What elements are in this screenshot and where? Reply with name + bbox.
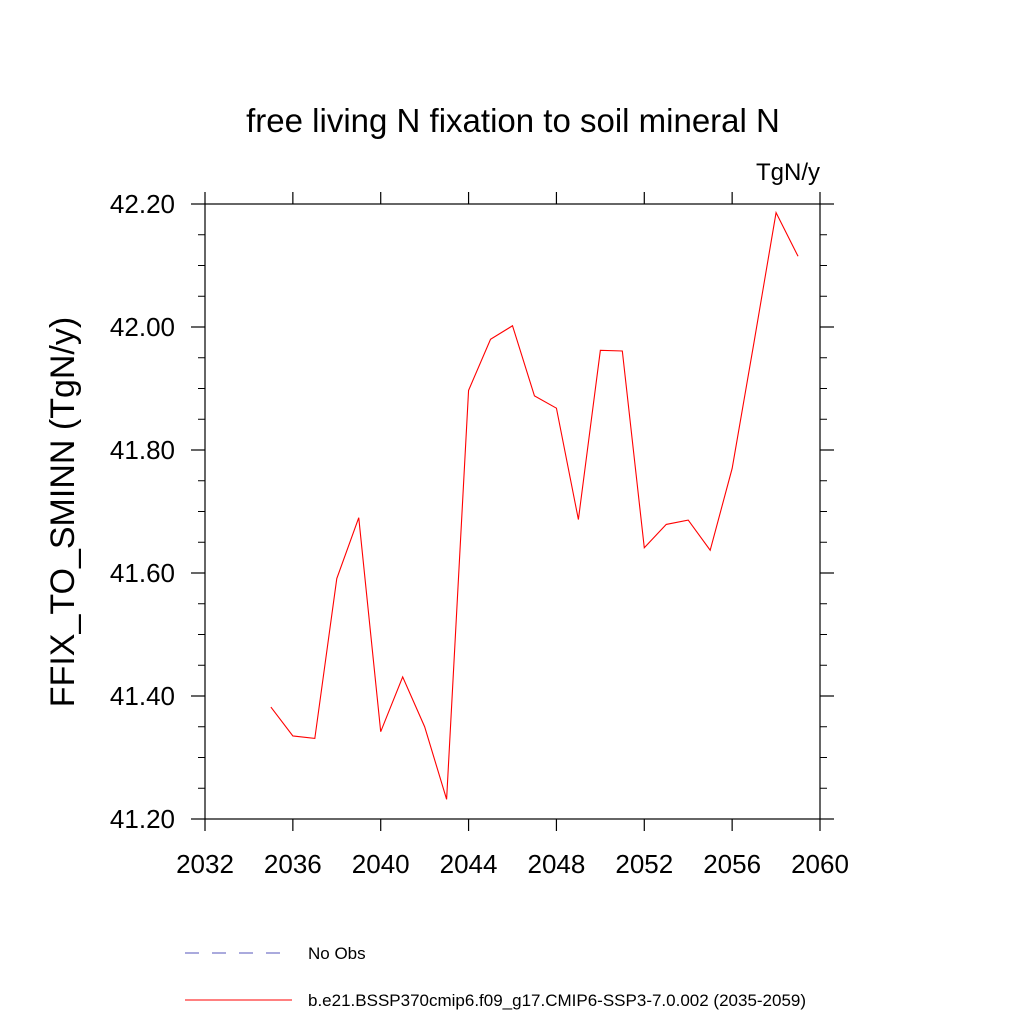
y-tick-label: 41.60 <box>110 558 175 588</box>
x-tick-label: 2032 <box>176 849 234 879</box>
x-tick-label: 2052 <box>615 849 673 879</box>
y-tick-label: 41.20 <box>110 804 175 834</box>
y-tick-label: 41.40 <box>110 681 175 711</box>
y-axis-label: FFIX_TO_SMINN (TgN/y) <box>44 317 82 707</box>
series-line <box>270 210 799 800</box>
x-tick-label: 2036 <box>264 849 322 879</box>
x-tick-labels: 2032 2036 2040 2044 2048 2052 2056 2060 <box>176 849 849 879</box>
units-label: TgN/y <box>756 159 820 186</box>
y-tick-label: 42.20 <box>110 189 175 219</box>
plot-frame <box>204 203 821 820</box>
x-tick-label: 2060 <box>791 849 849 879</box>
y-tick-label: 42.00 <box>110 312 175 342</box>
legend-label-series: b.e21.BSSP370cmip6.f09_g17.CMIP6-SSP3-7.… <box>308 991 806 1010</box>
chart-title: free living N fixation to soil mineral N <box>246 102 780 139</box>
legend: No Obs b.e21.BSSP370cmip6.f09_g17.CMIP6-… <box>185 944 806 1010</box>
series-group <box>270 210 799 800</box>
y-tick-labels: 41.20 41.40 41.60 41.80 42.00 42.20 <box>110 189 175 834</box>
axis-ticks <box>191 192 834 831</box>
y-tick-label: 41.80 <box>110 435 175 465</box>
legend-label-no-obs: No Obs <box>308 944 366 963</box>
x-tick-label: 2056 <box>703 849 761 879</box>
x-tick-label: 2044 <box>440 849 498 879</box>
x-tick-label: 2040 <box>352 849 410 879</box>
x-tick-label: 2048 <box>528 849 586 879</box>
